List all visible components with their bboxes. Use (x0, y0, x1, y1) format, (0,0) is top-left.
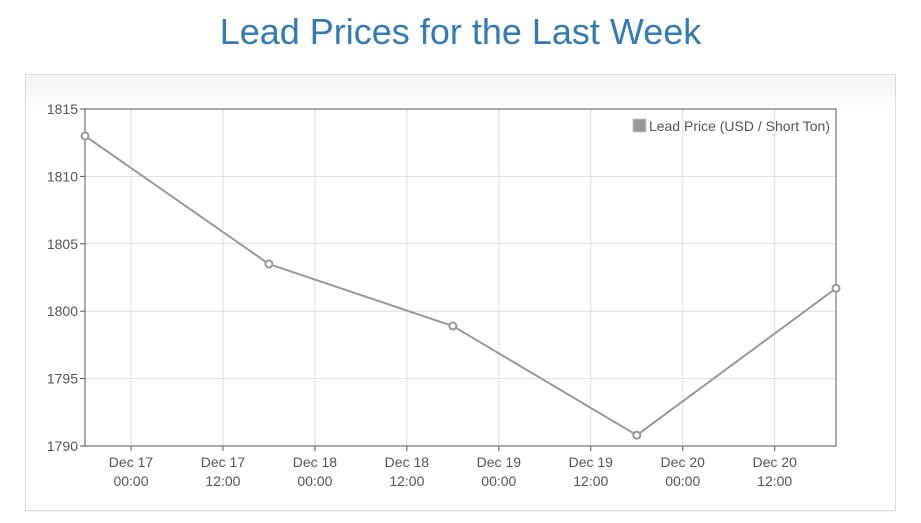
x-tick-label-date: Dec 20 (661, 454, 706, 470)
x-tick-label-time: 00:00 (665, 473, 700, 489)
x-tick-label-date: Dec 18 (293, 454, 338, 470)
y-tick-label: 1815 (47, 101, 78, 117)
plot-border (84, 108, 837, 447)
x-tick-label-time: 12:00 (205, 473, 240, 489)
y-tick-label: 1810 (47, 168, 78, 184)
data-point (632, 430, 642, 440)
y-tick-label: 1800 (47, 303, 78, 319)
line-chart: 1815 1810 1805 1800 1795 1790 Dec 17 00:00 Dec 1… (47, 101, 841, 489)
x-tick-label-time: 12:00 (757, 473, 792, 489)
data-point (831, 283, 841, 293)
x-tick-label-time: 12:00 (389, 473, 424, 489)
data-point (80, 131, 90, 141)
chart-panel: 1815 1810 1805 1800 1795 1790 Dec 17 00:00 Dec 1… (25, 74, 896, 511)
data-point (264, 259, 274, 269)
x-tick-label-date: Dec 19 (569, 454, 614, 470)
x-tick-label-time: 00:00 (481, 473, 516, 489)
plot-area (85, 109, 836, 446)
x-tick-label-time: 00:00 (113, 473, 148, 489)
x-tick-label-date: Dec 19 (477, 454, 522, 470)
x-tick-label-time: 12:00 (573, 473, 608, 489)
x-tick-label-date: Dec 17 (201, 454, 246, 470)
data-point (448, 321, 458, 331)
x-tick-label-date: Dec 18 (385, 454, 430, 470)
y-tick-label: 1790 (47, 438, 78, 454)
x-tick-label-date: Dec 17 (109, 454, 154, 470)
x-tick-label-date: Dec 20 (753, 454, 798, 470)
x-tick-label-time: 00:00 (297, 473, 332, 489)
legend-label: Lead Price (USD / Short Ton) (649, 118, 830, 134)
page-title: Lead Prices for the Last Week (219, 11, 702, 52)
y-tick-label: 1795 (47, 371, 78, 387)
legend-swatch (632, 118, 647, 133)
y-tick-label: 1805 (47, 236, 78, 252)
